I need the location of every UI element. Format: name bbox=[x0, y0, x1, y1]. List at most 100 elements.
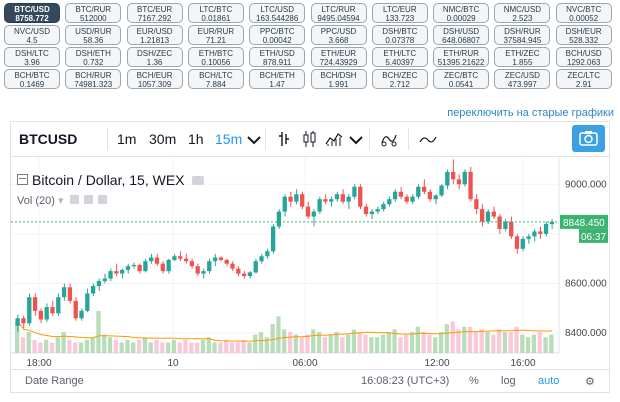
ticker-bch-eur[interactable]: BCH/EUR 1057.309 bbox=[126, 69, 183, 89]
ticker-value: 0.732 bbox=[83, 58, 104, 67]
gear-icon[interactable]: ⚙ bbox=[585, 376, 595, 388]
ticker-pair: USD/RUR bbox=[75, 27, 112, 36]
volume-bar bbox=[206, 337, 211, 353]
ticker-eth-btc[interactable]: ETH/BTC 0.10056 bbox=[187, 47, 244, 67]
ticker-pair: DSH/USD bbox=[443, 27, 480, 36]
ticker-nmc-btc[interactable]: NMC/BTC 0.00029 bbox=[433, 3, 490, 23]
settings-icon[interactable] bbox=[69, 195, 79, 204]
ticker-ppc-usd[interactable]: PPC/USD 3.668 bbox=[310, 25, 367, 45]
chevron-down-icon[interactable] bbox=[346, 129, 366, 149]
ticker-value: 74981.323 bbox=[74, 80, 113, 89]
candle-body bbox=[323, 199, 328, 202]
ticker-bch-zec[interactable]: BCH/ZEC 2.712 bbox=[371, 69, 428, 89]
candle-body bbox=[183, 258, 189, 262]
area-style-icon[interactable] bbox=[324, 129, 344, 149]
ticker-eur-usd[interactable]: EUR/USD 1.21813 bbox=[126, 25, 183, 45]
ticker-dsh-rur[interactable]: DSH/RUR 37584.945 bbox=[494, 25, 551, 45]
eye-icon[interactable] bbox=[192, 176, 205, 185]
ticker-zec-usd[interactable]: ZEC/USD 473.997 bbox=[494, 69, 551, 89]
ticker-bch-eth[interactable]: BCH/ETH 1.47 bbox=[249, 69, 306, 89]
bars-style-icon[interactable] bbox=[276, 129, 296, 149]
candles-style-icon[interactable] bbox=[300, 129, 320, 149]
ticker-pair: BCH/EUR bbox=[136, 71, 173, 80]
compare-icon[interactable] bbox=[418, 129, 438, 149]
volume-legend: Vol (20) ▾ bbox=[17, 194, 107, 207]
candle-body bbox=[241, 273, 247, 277]
dropdown-icon[interactable]: ▾ bbox=[57, 195, 64, 207]
log-toggle[interactable]: log bbox=[501, 375, 516, 387]
volume-bar bbox=[84, 339, 89, 353]
candle-body bbox=[369, 211, 374, 215]
ticker-bch-ltc[interactable]: BCH/LTC 7.884 bbox=[187, 69, 244, 89]
ticker-ppc-btc[interactable]: PPC/BTC 0.00042 bbox=[249, 25, 306, 45]
candle-body bbox=[375, 209, 380, 212]
ticker-dsh-btc[interactable]: DSH/BTC 0.07378 bbox=[371, 25, 428, 45]
volume-bar bbox=[467, 326, 473, 353]
ticker-bch-btc[interactable]: BCH/BTC 0.1469 bbox=[4, 69, 60, 89]
candle-body bbox=[329, 199, 334, 202]
volume-bar bbox=[78, 342, 84, 353]
candle-body bbox=[381, 204, 386, 210]
volume-bar bbox=[200, 339, 206, 353]
ticker-bch-usd[interactable]: BCH/USD 1292.063 bbox=[555, 47, 612, 67]
candle-body bbox=[212, 257, 218, 262]
volume-bar bbox=[328, 334, 333, 353]
ticker-btc-eur[interactable]: BTC/EUR 7167.292 bbox=[126, 3, 183, 23]
ticker-nmc-usd[interactable]: NMC/USD 2.523 bbox=[494, 3, 551, 23]
ticker-eth-eur[interactable]: ETH/EUR 724.43929 bbox=[310, 47, 367, 67]
ticker-ltc-eur[interactable]: LTC/EUR 133.723 bbox=[371, 3, 428, 23]
ticker-ltc-usd[interactable]: LTC/USD 163.544286 bbox=[249, 3, 306, 23]
eye-icon[interactable] bbox=[83, 195, 93, 204]
symbol-search[interactable]: BTCUSD bbox=[19, 131, 78, 147]
ticker-dsh-eth[interactable]: DSH/ETH 0.732 bbox=[65, 47, 122, 67]
indicators-icon[interactable] bbox=[379, 129, 399, 149]
candle-body bbox=[363, 206, 369, 215]
ticker-eth-usd[interactable]: ETH/USD 878.911 bbox=[249, 47, 306, 67]
ticker-dsh-ltc[interactable]: DSH/LTC 3.96 bbox=[4, 47, 60, 67]
ticker-bch-rur[interactable]: BCH/RUR 74981.323 bbox=[65, 69, 122, 89]
ticker-eur-rur[interactable]: EUR/RUR 71.21 bbox=[187, 25, 244, 45]
ticker-nvc-usd[interactable]: NVC/USD 4.5 bbox=[4, 25, 60, 45]
ticker-btc-rur[interactable]: BTC/RUR 512000 bbox=[65, 3, 122, 23]
close-icon[interactable] bbox=[97, 195, 107, 204]
volume-bar bbox=[340, 337, 345, 353]
ticker-value: 0.10056 bbox=[201, 58, 231, 67]
interval-1h[interactable]: 1h bbox=[188, 131, 204, 147]
ticker-zec-btc[interactable]: ZEC/BTC 0.0541 bbox=[433, 69, 490, 89]
ticker-eth-zec[interactable]: ETH/ZEC 1.855 bbox=[494, 47, 551, 67]
collapse-icon[interactable] bbox=[17, 174, 28, 185]
auto-toggle[interactable]: auto bbox=[538, 375, 560, 387]
ticker-dsh-eur[interactable]: DSH/EUR 528.332 bbox=[555, 25, 612, 45]
ticker-ltc-rur[interactable]: LTC/RUR 9495.04594 bbox=[310, 3, 367, 23]
ticker-value: 878.911 bbox=[263, 58, 292, 67]
volume-bar bbox=[270, 324, 275, 353]
snapshot-button[interactable] bbox=[572, 125, 605, 152]
ticker-usd-rur[interactable]: USD/RUR 58.36 bbox=[65, 25, 122, 45]
interval-15m[interactable]: 15m bbox=[215, 131, 243, 147]
ticker-value: 528.332 bbox=[569, 36, 599, 45]
ticker-pair: BCH/USD bbox=[565, 49, 602, 58]
candle-body bbox=[503, 221, 508, 229]
volume-bar bbox=[73, 342, 78, 353]
ticker-ltc-btc[interactable]: LTC/BTC 0.01861 bbox=[187, 3, 244, 23]
old-charts-link[interactable]: переключить на старые графики bbox=[447, 107, 614, 119]
ticker-eth-rur[interactable]: ETH/RUR 51395.21622 bbox=[433, 47, 490, 67]
candle-body bbox=[276, 211, 282, 227]
percent-toggle[interactable]: % bbox=[469, 375, 479, 387]
interval-30m[interactable]: 30m bbox=[149, 131, 177, 147]
chevron-down-icon[interactable] bbox=[244, 129, 264, 149]
price-chart[interactable]: 9000.000 8600.000 8400.000 8848.450 06:37 18:… bbox=[11, 157, 609, 373]
ticker-btc-usd[interactable]: BTC/USD 8758.772 bbox=[4, 3, 60, 23]
volume-bar bbox=[148, 342, 153, 353]
ticker-dsh-usd[interactable]: DSH/USD 648.06807 bbox=[433, 25, 490, 45]
volume-bar bbox=[15, 321, 20, 353]
ticker-eth-ltc[interactable]: ETH/LTC 5.40397 bbox=[371, 47, 428, 67]
ticker-zec-ltc[interactable]: ZEC/LTC 2.91 bbox=[555, 69, 612, 89]
volume-bar bbox=[287, 332, 293, 353]
ticker-dsh-zec[interactable]: DSH/ZEC 1.36 bbox=[126, 47, 183, 67]
interval-1m[interactable]: 1m bbox=[117, 131, 137, 147]
ticker-nvc-btc[interactable]: NVC/BTC 0.00052 bbox=[555, 3, 612, 23]
candle-body bbox=[520, 238, 525, 249]
date-range-button[interactable]: Date Range bbox=[25, 375, 84, 387]
ticker-bch-dsh[interactable]: BCH/DSH 1.991 bbox=[310, 69, 367, 89]
